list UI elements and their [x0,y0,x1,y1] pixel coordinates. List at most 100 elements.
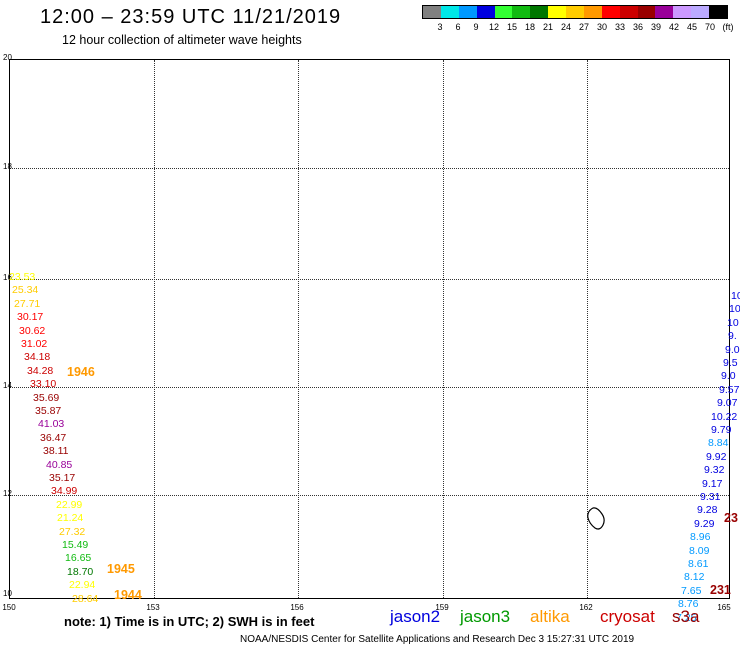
colorbar-label: 27 [578,22,590,32]
wave-height-value: 23.53 [9,271,36,283]
colorbar-swatch [655,6,674,18]
satellite-legend-entry: s3a [672,607,700,626]
wave-height-value: 27.71 [14,297,41,310]
colorbar-label: 18 [524,22,536,32]
wave-height-value: 22.99 [56,498,83,511]
pass-time-label: 23 [724,511,738,525]
colorbar-label: 36 [632,22,644,32]
wave-height-value: 36.47 [40,431,67,444]
colorbar-label: 39 [650,22,662,32]
longitude-gridline [443,60,444,598]
latitude-label: 12 [3,489,12,498]
map-frame [9,59,730,599]
colorbar-swatch [494,6,513,18]
wave-height-value: 10 [729,303,740,316]
satellite-legend-entry: jason2 [390,607,441,626]
latitude-gridline [10,279,729,280]
wave-height-value: 35.17 [49,472,76,484]
wave-height-value: 10 [727,316,739,329]
page-subtitle: 12 hour collection of altimeter wave hei… [62,33,302,47]
wave-height-value: 34.18 [24,351,51,364]
wave-height-value: 8.96 [690,531,711,544]
wave-height-value: 35.87 [35,405,62,417]
colorbar-label: 9 [473,22,479,32]
island-outline [587,507,605,530]
wave-height-value: 9.5 [723,357,738,369]
colorbar-swatch [583,6,602,18]
wave-height-value: 8.76 [678,598,699,611]
pass-time-label: 1944 [114,588,142,602]
colorbar-label: 24 [560,22,572,32]
latitude-label: 18 [3,162,12,171]
wave-height-value: 31.02 [21,338,48,350]
colorbar-swatch [512,6,531,18]
page-title: 12:00 – 23:59 UTC 11/21/2019 [40,6,342,28]
longitude-gridline [587,60,588,598]
longitude-gridline [154,60,155,598]
units-note: note: 1) Time is in UTC; 2) SWH is in fe… [64,614,315,629]
colorbar-swatch [566,6,584,18]
wave-height-value: 9.79 [711,424,732,436]
wave-height-value: 33.10 [30,378,57,391]
longitude-label: 165 [717,603,731,612]
latitude-gridline [10,387,729,388]
wave-height-value: 35.69 [33,391,60,404]
colorbar-swatch [673,6,692,18]
satellite-legend-entry: altika [530,607,570,626]
wave-height-value: 10.22 [711,410,738,423]
colorbar-label: 30 [596,22,608,32]
wave-height-value: 9.07 [717,397,738,410]
wave-height-value: 9.29 [694,517,715,530]
longitude-gridline [298,60,299,598]
colorbar-label: 3 [437,22,443,32]
wave-height-value: 27.32 [59,525,86,538]
colorbar-swatch [637,6,656,18]
wave-height-value: 7.65 [681,584,702,597]
pass-time-label: 231 [710,583,731,597]
wave-height-value: 9.17 [702,477,723,490]
latitude-gridline [10,168,729,169]
wave-height-value: 8.09 [689,544,710,557]
wave-height-value: 9.0 [725,343,740,356]
colorbar-swatch [458,6,477,18]
colorbar-swatch [548,6,566,18]
wave-height-value: 9.32 [704,464,725,477]
colorbar-swatch [423,6,441,18]
pass-time-label: 1945 [107,562,135,576]
wave-height-value: 41.03 [38,418,65,431]
colorbar-swatch [530,6,549,18]
colorbar-label: 70 [704,22,716,32]
latitude-label: 10 [3,589,12,598]
satellite-legend-entry: cryosat [600,607,655,626]
wave-height-value: 7.25 [676,611,697,624]
wave-height-value: 9.57 [719,383,740,396]
colorbar-label: 6 [455,22,461,32]
wave-height-value: 16.65 [65,552,92,565]
colorbar-swatch [691,6,709,18]
wave-height-value: 22.94 [69,579,96,592]
longitude-label: 150 [2,603,16,612]
colorbar-label: 12 [488,22,500,32]
longitude-label: 153 [146,603,160,612]
wave-height-value: 8.12 [684,571,705,584]
colorbar-swatch [709,6,727,18]
colorbar-swatch [619,6,638,18]
wave-height-value: 38.11 [43,445,69,458]
colorbar-swatch [476,6,495,18]
wave-height-value: 30.62 [19,324,46,337]
wave-height-value: 9.92 [706,450,727,463]
wave-height-value: 9.28 [697,504,718,517]
colorbar-label: 45 [686,22,698,32]
wave-height-colorbar [422,5,728,19]
wave-height-value: 34.99 [51,485,78,498]
colorbar-swatch [440,6,459,18]
wave-height-value: 10 [731,290,740,302]
wave-height-value: 9.0 [721,370,736,383]
wave-height-value: 40.85 [46,458,73,471]
wave-height-value: 9.31 [700,491,721,503]
wave-height-value: 8.84 [708,437,729,450]
wave-height-value: 8.61 [688,558,709,570]
latitude-label: 16 [3,273,12,282]
latitude-label: 20 [3,53,12,62]
